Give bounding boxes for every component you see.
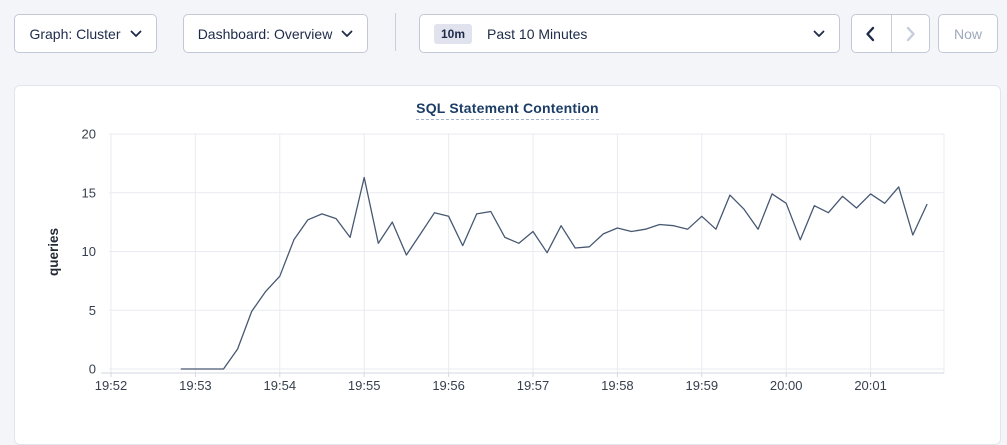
graph-dropdown[interactable]: Graph: Cluster	[14, 14, 157, 53]
chevron-right-icon	[907, 26, 915, 41]
y-axis-label: queries	[46, 228, 61, 276]
series-line-queries	[180, 176, 928, 370]
time-back-button[interactable]	[852, 15, 891, 52]
time-range-picker[interactable]: 10m Past 10 Minutes	[419, 14, 840, 53]
toolbar-divider	[395, 13, 396, 51]
x-tick-label: 20:00	[770, 378, 803, 393]
chevron-down-icon	[341, 30, 353, 37]
dashboard-dropdown[interactable]: Dashboard: Overview	[183, 14, 368, 53]
x-tick-label: 19:59	[686, 378, 719, 393]
y-tick-label: 20	[82, 127, 96, 142]
x-tick-label: 19:52	[95, 378, 128, 393]
x-tick-label: 19:54	[264, 378, 297, 393]
time-history-control	[851, 14, 930, 53]
x-tick-label: 19:53	[179, 378, 212, 393]
dashboard-dropdown-label: Dashboard: Overview	[197, 25, 333, 42]
y-tick-label: 0	[89, 362, 96, 377]
x-tick-label: 19:55	[348, 378, 381, 393]
chart-title[interactable]: SQL Statement Contention	[416, 100, 599, 120]
x-tick-label: 19:58	[601, 378, 634, 393]
chart-title-row: SQL Statement Contention	[15, 100, 1000, 120]
y-tick-label: 5	[89, 303, 96, 318]
graph-dropdown-label: Graph: Cluster	[29, 25, 121, 42]
toolbar: Graph: Cluster Dashboard: Overview 10m P…	[0, 0, 1007, 85]
chevron-left-icon	[866, 26, 875, 41]
chevron-down-icon	[130, 30, 141, 37]
now-button-label: Now	[953, 25, 982, 42]
time-range-badge: 10m	[434, 23, 473, 44]
time-range-label: Past 10 Minutes	[487, 25, 588, 42]
x-tick-label: 19:57	[517, 378, 550, 393]
x-tick-label: 19:56	[432, 378, 465, 393]
now-button[interactable]: Now	[938, 14, 998, 53]
sql-statement-contention-chart: 0 5 10 15 20 19:52 19:53 19:54 19:55 19:56 19:57 19…	[46, 127, 945, 393]
x-tick-label: 20:01	[854, 378, 887, 393]
chart-card: 0 5 10 15 20 19:52 19:53 19:54 19:55 19:56 19:57 19…	[14, 85, 1001, 445]
y-tick-label: 15	[82, 185, 96, 200]
time-forward-button[interactable]	[890, 15, 930, 52]
y-tick-label: 10	[82, 244, 96, 259]
chevron-down-icon	[813, 30, 825, 37]
